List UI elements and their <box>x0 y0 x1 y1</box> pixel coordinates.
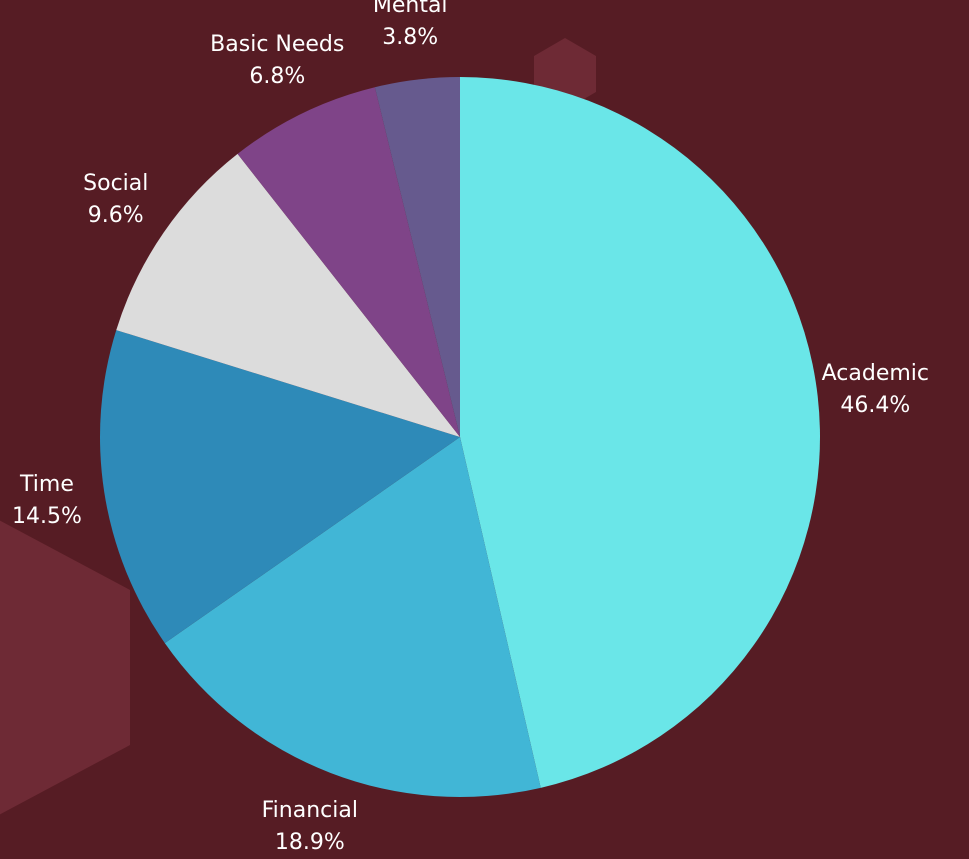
value-label: 9.6% <box>88 203 144 228</box>
slice-label: Basic Needs <box>210 32 344 57</box>
pie-slice <box>116 153 460 437</box>
pie-slice <box>460 77 821 788</box>
slice-label: Mental <box>373 0 448 18</box>
value-label: 14.5% <box>12 504 82 529</box>
slice-label: Financial <box>262 798 358 823</box>
slice-label: Social <box>83 171 148 196</box>
slice-label: Time <box>19 472 74 497</box>
value-label: 18.9% <box>275 830 345 855</box>
pie-slice <box>100 330 461 644</box>
pie-slice <box>164 437 541 797</box>
slice-label: Academic <box>822 361 929 386</box>
labels: Academic 46.4% Financial 18.9% Time 14.5% Soci… <box>12 0 929 855</box>
value-label: 46.4% <box>840 393 910 418</box>
pie-slice <box>374 77 460 437</box>
pie <box>100 77 821 797</box>
hexagon-decoration <box>0 520 130 815</box>
value-label: 6.8% <box>249 64 305 89</box>
value-label: 3.8% <box>382 25 438 50</box>
pie-slice <box>237 87 460 437</box>
